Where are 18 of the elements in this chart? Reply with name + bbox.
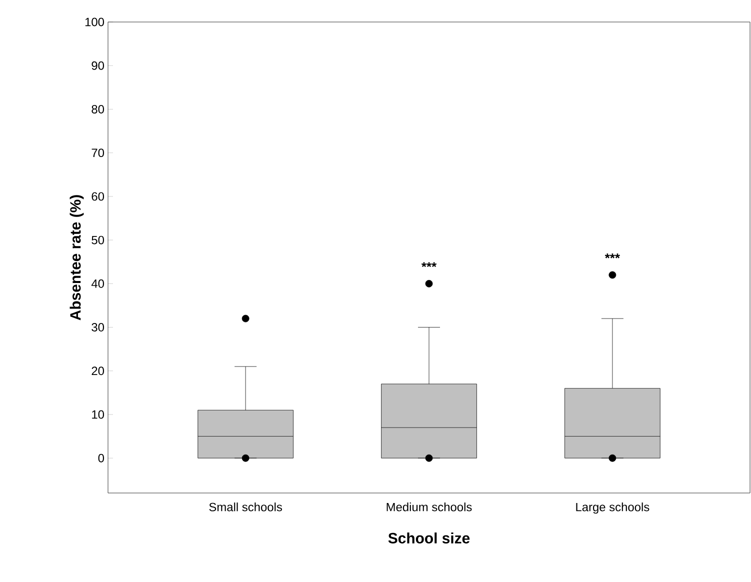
x-tick-label: Large schools bbox=[576, 502, 650, 514]
y-tick-label: 80 bbox=[92, 104, 104, 114]
y-tick-label: 70 bbox=[92, 148, 104, 158]
y-tick-label: 60 bbox=[92, 192, 104, 201]
y-axis-title: Absentee rate (%) bbox=[70, 195, 84, 320]
x-tick-label: Small schools bbox=[209, 502, 282, 512]
y-tick-label: 30 bbox=[92, 323, 104, 332]
annotation: *** bbox=[421, 262, 437, 268]
y-tick-label: 10 bbox=[92, 410, 104, 419]
y-tick-label: 40 bbox=[91, 279, 104, 288]
y-tick-label: 90 bbox=[92, 61, 104, 70]
y-tick-label: 100 bbox=[85, 18, 104, 26]
x-tick-label: Medium schools bbox=[386, 502, 472, 512]
y-tick-label: 20 bbox=[92, 366, 104, 376]
x-axis-title: School size bbox=[388, 532, 470, 544]
y-tick-label: 50 bbox=[92, 236, 104, 244]
annotation: *** bbox=[604, 254, 620, 258]
y-tick-label: 0 bbox=[98, 454, 104, 462]
